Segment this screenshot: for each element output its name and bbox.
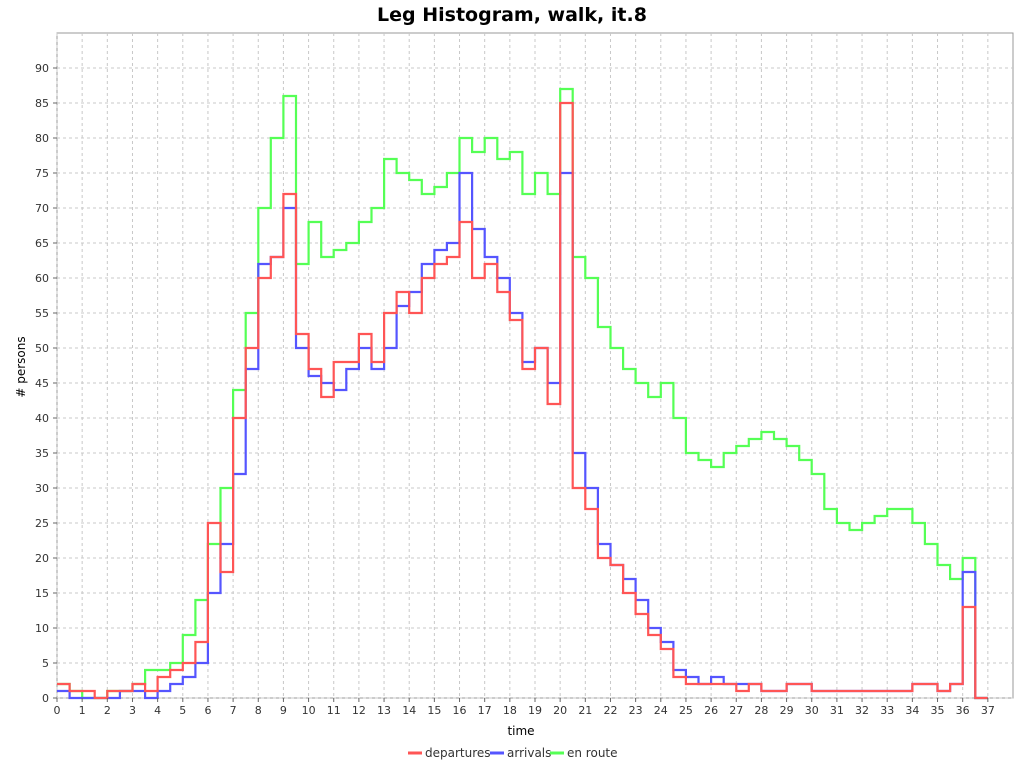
y-tick-label: 55 bbox=[35, 307, 49, 320]
x-tick-label: 16 bbox=[453, 704, 467, 717]
legend-label-arrivals: arrivals bbox=[507, 746, 551, 760]
legend-label-departures: departures bbox=[425, 746, 491, 760]
legend-item-en-route: en route bbox=[550, 746, 618, 760]
x-tick-label: 26 bbox=[704, 704, 718, 717]
y-tick-label: 70 bbox=[35, 202, 49, 215]
x-tick-label: 28 bbox=[754, 704, 768, 717]
x-tick-label: 35 bbox=[931, 704, 945, 717]
y-tick-label: 25 bbox=[35, 517, 49, 530]
series-line-departures bbox=[57, 101, 988, 700]
y-tick-label: 30 bbox=[35, 482, 49, 495]
y-tick-label: 35 bbox=[35, 447, 49, 460]
x-tick-label: 15 bbox=[427, 704, 441, 717]
x-axis-label: time bbox=[507, 724, 534, 738]
x-tick-label: 21 bbox=[578, 704, 592, 717]
x-tick-label: 3 bbox=[129, 704, 136, 717]
y-tick-label: 65 bbox=[35, 237, 49, 250]
x-tick-label: 7 bbox=[230, 704, 237, 717]
x-tick-label: 12 bbox=[352, 704, 366, 717]
x-tick-label: 10 bbox=[302, 704, 316, 717]
chart-title: Leg Histogram, walk, it.8 bbox=[377, 4, 647, 26]
legend-label-en-route: en route bbox=[567, 746, 618, 760]
x-tick-label: 18 bbox=[503, 704, 517, 717]
x-tick-label: 33 bbox=[880, 704, 894, 717]
x-tick-label: 24 bbox=[654, 704, 668, 717]
x-tick-label: 11 bbox=[327, 704, 341, 717]
y-tick-label: 45 bbox=[35, 377, 49, 390]
series-layer bbox=[56, 87, 988, 700]
x-tick-label: 36 bbox=[956, 704, 970, 717]
y-tick-label: 10 bbox=[35, 622, 49, 635]
x-tick-label: 32 bbox=[855, 704, 869, 717]
x-tick-label: 4 bbox=[154, 704, 161, 717]
x-tick-label: 27 bbox=[729, 704, 743, 717]
series-en-route bbox=[56, 87, 988, 700]
x-tick-label: 8 bbox=[255, 704, 262, 717]
y-tick-label: 85 bbox=[35, 97, 49, 110]
series-line-en-route bbox=[57, 87, 988, 700]
legend: departures arrivals en route bbox=[408, 746, 618, 760]
x-tick-label: 0 bbox=[54, 704, 61, 717]
x-tick-label: 23 bbox=[629, 704, 643, 717]
x-tick-label: 6 bbox=[204, 704, 211, 717]
legend-item-departures: departures bbox=[408, 746, 491, 760]
x-tick-label: 2 bbox=[104, 704, 111, 717]
series-departures bbox=[56, 101, 988, 700]
y-tick-label: 20 bbox=[35, 552, 49, 565]
y-axis-label: # persons bbox=[14, 336, 28, 397]
x-tick-label: 17 bbox=[478, 704, 492, 717]
x-tick-label: 34 bbox=[905, 704, 919, 717]
y-tick-label: 0 bbox=[42, 692, 49, 705]
y-tick-label: 90 bbox=[35, 62, 49, 75]
x-tick-label: 30 bbox=[805, 704, 819, 717]
y-tick-label: 15 bbox=[35, 587, 49, 600]
y-tick-label: 75 bbox=[35, 167, 49, 180]
x-tick-label: 19 bbox=[528, 704, 542, 717]
x-tick-label: 5 bbox=[179, 704, 186, 717]
y-tick-label: 5 bbox=[42, 657, 49, 670]
x-tick-label: 20 bbox=[553, 704, 567, 717]
legend-item-arrivals: arrivals bbox=[490, 746, 551, 760]
x-tick-label: 25 bbox=[679, 704, 693, 717]
x-tick-label: 22 bbox=[603, 704, 617, 717]
x-tick-label: 37 bbox=[981, 704, 995, 717]
x-tick-label: 31 bbox=[830, 704, 844, 717]
x-tick-label: 29 bbox=[780, 704, 794, 717]
y-tick-label: 60 bbox=[35, 272, 49, 285]
y-tick-label: 40 bbox=[35, 412, 49, 425]
y-axis: 0 5 10 15 20 25 30 35 40 45 50 55 60 65 70 75 80 85 90 bbox=[35, 62, 57, 705]
y-tick-label: 80 bbox=[35, 132, 49, 145]
y-tick-label: 50 bbox=[35, 342, 49, 355]
x-tick-label: 1 bbox=[79, 704, 86, 717]
x-axis: 0 1 2 3 4 5 6 7 8 9 10 11 12 13 14 15 16 17 18 19 20 21 22 23 24… bbox=[54, 698, 995, 717]
x-tick-label: 9 bbox=[280, 704, 287, 717]
x-tick-label: 13 bbox=[377, 704, 391, 717]
x-tick-label: 14 bbox=[402, 704, 416, 717]
